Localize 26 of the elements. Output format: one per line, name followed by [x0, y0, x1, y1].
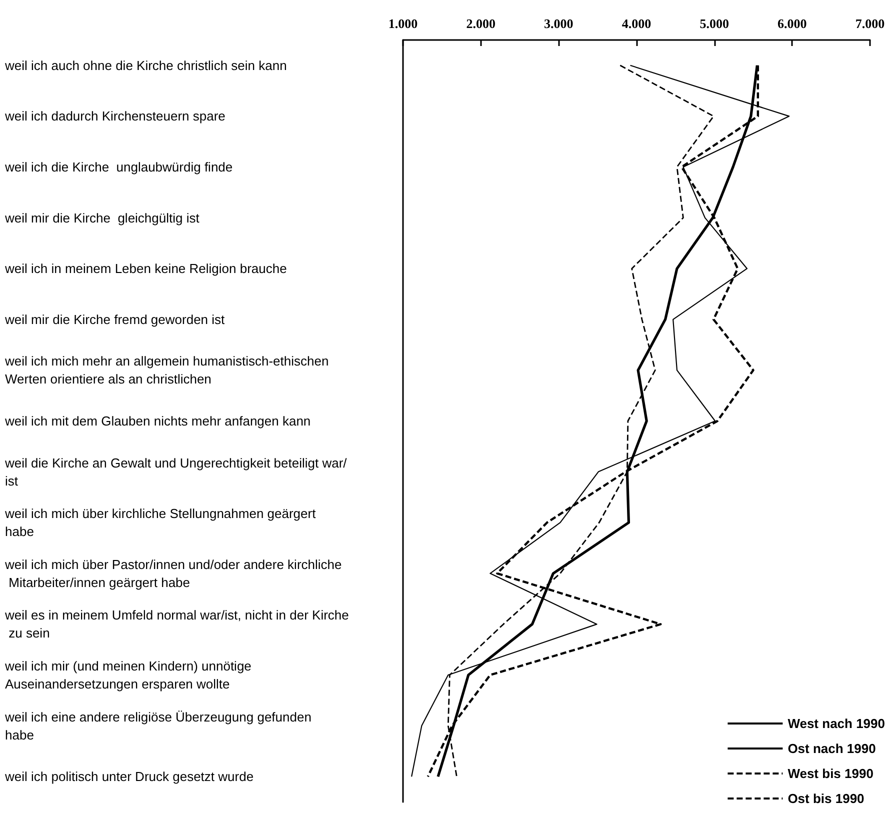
x-tick-label: 5.000 — [700, 16, 729, 31]
x-tick-label: 4.000 — [622, 16, 652, 31]
y-tick-label: weil ich auch ohne die Kirche christlich sein kann — [4, 58, 287, 73]
y-tick-label: weil ich mich mehr an allgemein humanistisch-ethischen Werten orientiere als an christlichen — [4, 354, 332, 387]
x-tick-label: 3.000 — [544, 16, 574, 31]
y-tick-label: weil ich mit dem Glauben nichts mehr anfangen kann — [4, 414, 311, 428]
legend-label: West bis 1990 — [788, 766, 874, 781]
y-tick-label: weil mir die Kirche fremd geworden ist — [4, 312, 226, 327]
x-tick-label: 7.000 — [855, 16, 885, 31]
y-tick-label: weil ich eine andere religiöse Überzeugung gefunden habe — [4, 709, 316, 742]
x-tick-label: 6.000 — [778, 16, 807, 31]
y-tick-label: weil ich mich über kirchliche Stellungnahmen geärgert habe — [4, 506, 320, 540]
y-tick-label: weil ich politisch unter Druck gesetzt wurde — [4, 769, 254, 784]
x-tick-label: 2.000 — [466, 16, 496, 31]
legend-label: West nach 1990 — [788, 716, 886, 731]
y-tick-label: weil die Kirche an Gewalt und Ungerechtigkeit beteiligt war/ist — [4, 455, 348, 488]
legend-label: Ost bis 1990 — [788, 791, 864, 806]
y-tick-label: weil ich in meinem Leben keine Religion brauche — [4, 261, 287, 276]
y-tick-label: weil es in meinem Umfeld normal war/ist, nicht in der Kirche zu sein — [4, 608, 349, 641]
y-tick-label: weil ich die Kirche unglaubwürdig finde — [4, 160, 233, 174]
y-tick-label: weil mir die Kirche gleichgültig ist — [4, 210, 200, 226]
y-tick-label: weil ich dadurch Kirchensteuern spare — [4, 108, 226, 124]
y-tick-label: weil ich mich über Pastor/innen und/oder andere kirchliche Mitarbeiter/innen geärgert habe — [4, 556, 342, 590]
x-tick-label: 1.000 — [388, 16, 418, 31]
y-tick-label: weil ich mir (und meinen Kindern) unnötige Auseinandersetzungen ersparen wollte — [4, 658, 256, 692]
legend-label: Ost nach 1990 — [788, 741, 876, 756]
